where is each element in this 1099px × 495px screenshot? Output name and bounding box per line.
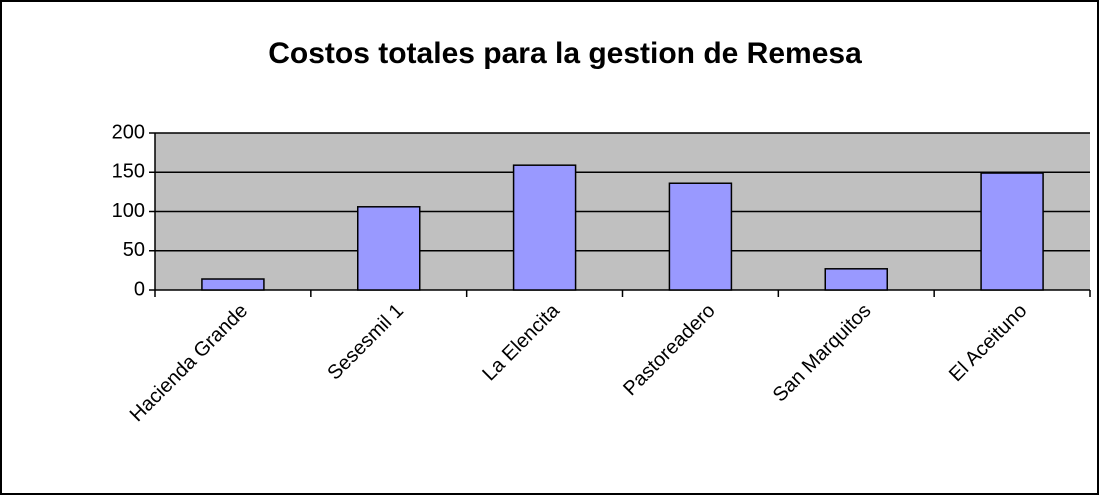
y-tick-label: 150	[112, 161, 145, 183]
y-tick-label: 0	[134, 278, 145, 300]
bar	[980, 172, 1044, 291]
bar	[201, 278, 265, 291]
chart-title: Costos totales para la gestion de Remesa	[268, 37, 862, 70]
y-tick-label: 50	[123, 239, 145, 261]
bar	[824, 268, 888, 291]
y-tick-label: 200	[112, 121, 145, 143]
bar	[512, 164, 577, 291]
bar	[668, 182, 733, 291]
bar	[357, 206, 421, 291]
y-tick-label: 100	[112, 200, 145, 222]
